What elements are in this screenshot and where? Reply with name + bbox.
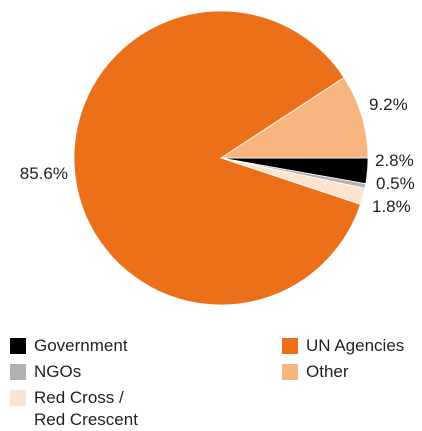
legend-item-red-cross: Red Cross / Red Crescent: [10, 387, 138, 431]
pie-label-government: 2.8%: [375, 151, 414, 170]
legend-swatch-red-cross: [10, 390, 26, 406]
pie-slice-other: [219, 77, 369, 159]
pie-label-ngos: 0.5%: [376, 174, 415, 193]
pie-label-un-agencies: 85.6%: [20, 164, 68, 183]
legend-swatch-government: [10, 338, 26, 354]
pie-chart: 2.8% 0.5% 1.8% 85.6% 9.2%: [20, 10, 415, 306]
legend-label-other: Other: [306, 362, 349, 381]
pie-label-other: 9.2%: [369, 95, 408, 114]
legend-label-red-cross: Red Cross / Red Crescent: [34, 388, 138, 429]
pie-label-red-cross: 1.8%: [372, 197, 411, 216]
legend-item-other: Other: [282, 361, 349, 383]
legend-item-ngos: NGOs: [10, 361, 81, 383]
legend-swatch-ngos: [10, 364, 26, 380]
legend-swatch-un-agencies: [282, 338, 298, 354]
legend-label-ngos: NGOs: [34, 362, 82, 381]
legend-item-un-agencies: UN Agencies: [282, 335, 404, 357]
legend-label-government: Government: [34, 336, 128, 355]
legend-swatch-other: [282, 364, 298, 380]
pie-slice-un-agencies: [73, 10, 362, 306]
legend-label-un-agencies: UN Agencies: [306, 336, 405, 355]
legend-item-government: Government: [10, 335, 128, 357]
